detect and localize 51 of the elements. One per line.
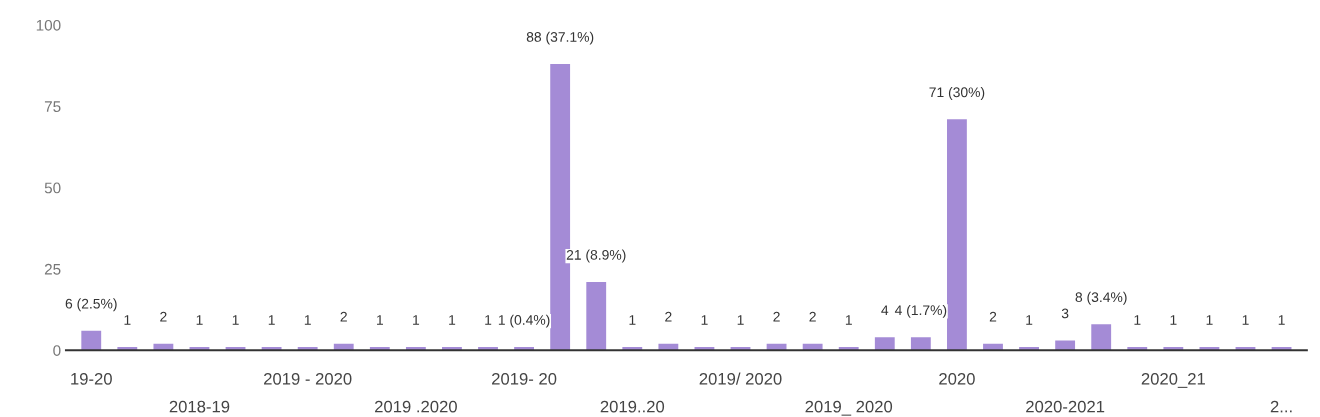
y-tick-label: 75 xyxy=(44,101,61,113)
data-label: 21 (8.9%) xyxy=(566,249,626,263)
data-label: 1 xyxy=(1242,315,1249,325)
data-label: 1 xyxy=(485,315,492,325)
x-tick-label: 2019 .2020 xyxy=(375,400,457,413)
y-tick-label: 100 xyxy=(36,19,61,31)
data-label: 2 xyxy=(809,311,816,322)
data-label: 2 xyxy=(160,311,167,322)
data-label: 2 xyxy=(989,311,997,322)
data-label: 3 xyxy=(1061,308,1069,319)
data-label: 4 xyxy=(881,305,889,315)
data-label: 1 xyxy=(196,315,203,325)
x-tick-label: 2... xyxy=(1270,400,1292,413)
x-tick-label: 2019- 20 xyxy=(492,372,557,385)
data-label: 1 xyxy=(304,315,311,325)
data-label: 1 xyxy=(413,315,420,325)
data-label: 8 (3.4%) xyxy=(1075,291,1127,305)
data-label: 1 xyxy=(232,315,239,325)
data-label: 1 xyxy=(737,315,744,325)
data-label: 88 (37.1%) xyxy=(526,31,594,45)
data-label: 1 xyxy=(701,315,708,325)
data-label: 6 (2.5%) xyxy=(65,298,117,312)
x-tick-label: 2019_ 2020 xyxy=(805,400,893,416)
x-tick-label: 2019/ 2020 xyxy=(699,372,782,385)
data-label: 2 xyxy=(665,311,672,322)
x-tick-label: 2020 xyxy=(939,372,975,385)
data-label: 2 xyxy=(340,311,347,322)
data-label: 1 xyxy=(1170,315,1177,325)
data-label: 1 xyxy=(1278,315,1285,325)
data-label: 1 xyxy=(1026,315,1033,325)
x-tick-label: 19-20 xyxy=(71,372,112,385)
data-label: 1 xyxy=(845,315,852,325)
data-label: 1 xyxy=(377,315,383,325)
data-label: 1 xyxy=(629,315,636,325)
data-label: 1 xyxy=(268,315,275,325)
x-tick-label: 2018-19 xyxy=(169,400,230,413)
y-tick-label: 25 xyxy=(44,263,61,275)
y-tick-label: 0 xyxy=(53,345,61,356)
data-label: 1 xyxy=(1134,315,1141,325)
x-tick-label: 2019..20 xyxy=(600,400,665,413)
data-label: 1 xyxy=(449,315,456,325)
data-label: 1 xyxy=(124,315,131,325)
data-label: 71 (30%) xyxy=(929,86,985,100)
data-label: 1 (0.4%) xyxy=(498,314,550,328)
x-tick-label: 2019 - 2020 xyxy=(264,372,352,385)
data-label: 4 (1.7%) xyxy=(894,304,947,318)
data-label: 2 xyxy=(773,311,780,322)
x-tick-label: 2020_21 xyxy=(1141,372,1205,388)
y-tick-label: 50 xyxy=(44,182,61,194)
x-tick-label: 2020-2021 xyxy=(1026,400,1105,413)
data-label: 1 xyxy=(1206,315,1213,325)
